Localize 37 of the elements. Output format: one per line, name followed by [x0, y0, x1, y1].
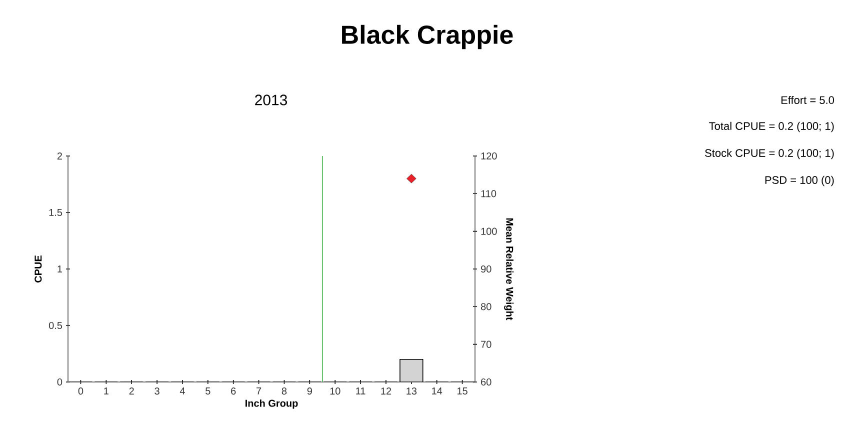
- x-tick-label: 10: [330, 388, 340, 395]
- y2-axis-title: Mean Relative Weight: [504, 218, 514, 320]
- y2-tick-label: 90: [481, 265, 492, 273]
- x-tick-label: 13: [406, 388, 417, 395]
- y-tick-label: 0.5: [48, 322, 62, 330]
- x-tick-label: 12: [381, 388, 392, 394]
- x-tick-label: 1: [104, 388, 108, 394]
- x-tick-label: 14: [432, 388, 442, 394]
- y-tick-label: 1.5: [49, 208, 62, 216]
- y2-tick-label: 110: [481, 190, 496, 198]
- x-tick-label: 15: [457, 388, 468, 394]
- x-tick-label: 9: [307, 388, 312, 395]
- y2-tick-label: 100: [481, 228, 497, 235]
- x-tick-label: 4: [180, 388, 185, 394]
- y2-tick-label: 70: [481, 340, 492, 348]
- y-tick-label: 1: [58, 266, 62, 272]
- x-tick-label: 7: [256, 388, 262, 394]
- x-tick-label: 8: [282, 388, 287, 395]
- text: Total CPUE = 0.2 (100; 1): [709, 122, 834, 132]
- x-tick-label: 11: [356, 388, 366, 394]
- y-tick-label: 2: [57, 152, 62, 160]
- y-tick-label: 0: [57, 378, 62, 386]
- y2-tick-label: 120: [481, 152, 497, 160]
- x-tick-label: 3: [154, 388, 160, 395]
- y-axis-title: CPUE: [34, 255, 42, 282]
- x-tick-label: 0: [78, 388, 84, 395]
- text: Stock CPUE = 0.2 (100; 1): [705, 148, 834, 160]
- text: PSD = 100 (0): [765, 176, 834, 186]
- text: Effort = 5.0: [781, 96, 834, 104]
- x-tick-label: 2: [129, 388, 134, 394]
- x-tick-label: 6: [231, 388, 236, 395]
- x-axis-title: Inch Group: [246, 399, 298, 409]
- chart-title: Black Crappie: [342, 24, 513, 50]
- chart-subtitle: 2013: [255, 94, 288, 106]
- y2-tick-label: 60: [481, 378, 492, 386]
- y2-tick-label: 80: [480, 303, 492, 310]
- x-tick-label: 5: [206, 388, 210, 394]
